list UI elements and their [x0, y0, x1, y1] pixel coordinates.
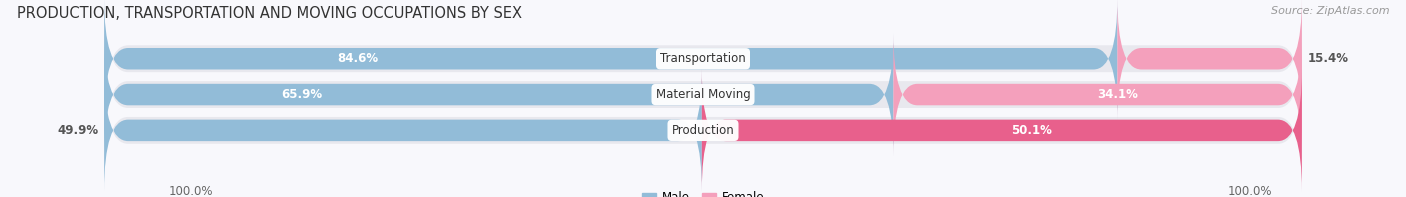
- FancyBboxPatch shape: [104, 70, 702, 191]
- Text: 100.0%: 100.0%: [169, 185, 214, 197]
- FancyBboxPatch shape: [104, 0, 1118, 120]
- Text: Material Moving: Material Moving: [655, 88, 751, 101]
- Legend: Male, Female: Male, Female: [637, 187, 769, 197]
- Text: PRODUCTION, TRANSPORTATION AND MOVING OCCUPATIONS BY SEX: PRODUCTION, TRANSPORTATION AND MOVING OC…: [17, 6, 522, 21]
- FancyBboxPatch shape: [104, 1, 1302, 117]
- Text: Transportation: Transportation: [661, 52, 745, 65]
- FancyBboxPatch shape: [104, 36, 1302, 153]
- Text: 15.4%: 15.4%: [1308, 52, 1348, 65]
- FancyBboxPatch shape: [1118, 0, 1302, 120]
- Text: Production: Production: [672, 124, 734, 137]
- Text: 49.9%: 49.9%: [58, 124, 98, 137]
- FancyBboxPatch shape: [702, 70, 1302, 191]
- Text: Source: ZipAtlas.com: Source: ZipAtlas.com: [1271, 6, 1389, 16]
- Text: 65.9%: 65.9%: [281, 88, 322, 101]
- Text: 50.1%: 50.1%: [1011, 124, 1052, 137]
- Text: 34.1%: 34.1%: [1098, 88, 1139, 101]
- FancyBboxPatch shape: [893, 34, 1302, 155]
- Text: 100.0%: 100.0%: [1227, 185, 1272, 197]
- FancyBboxPatch shape: [104, 72, 1302, 189]
- Text: 84.6%: 84.6%: [337, 52, 378, 65]
- FancyBboxPatch shape: [104, 34, 893, 155]
